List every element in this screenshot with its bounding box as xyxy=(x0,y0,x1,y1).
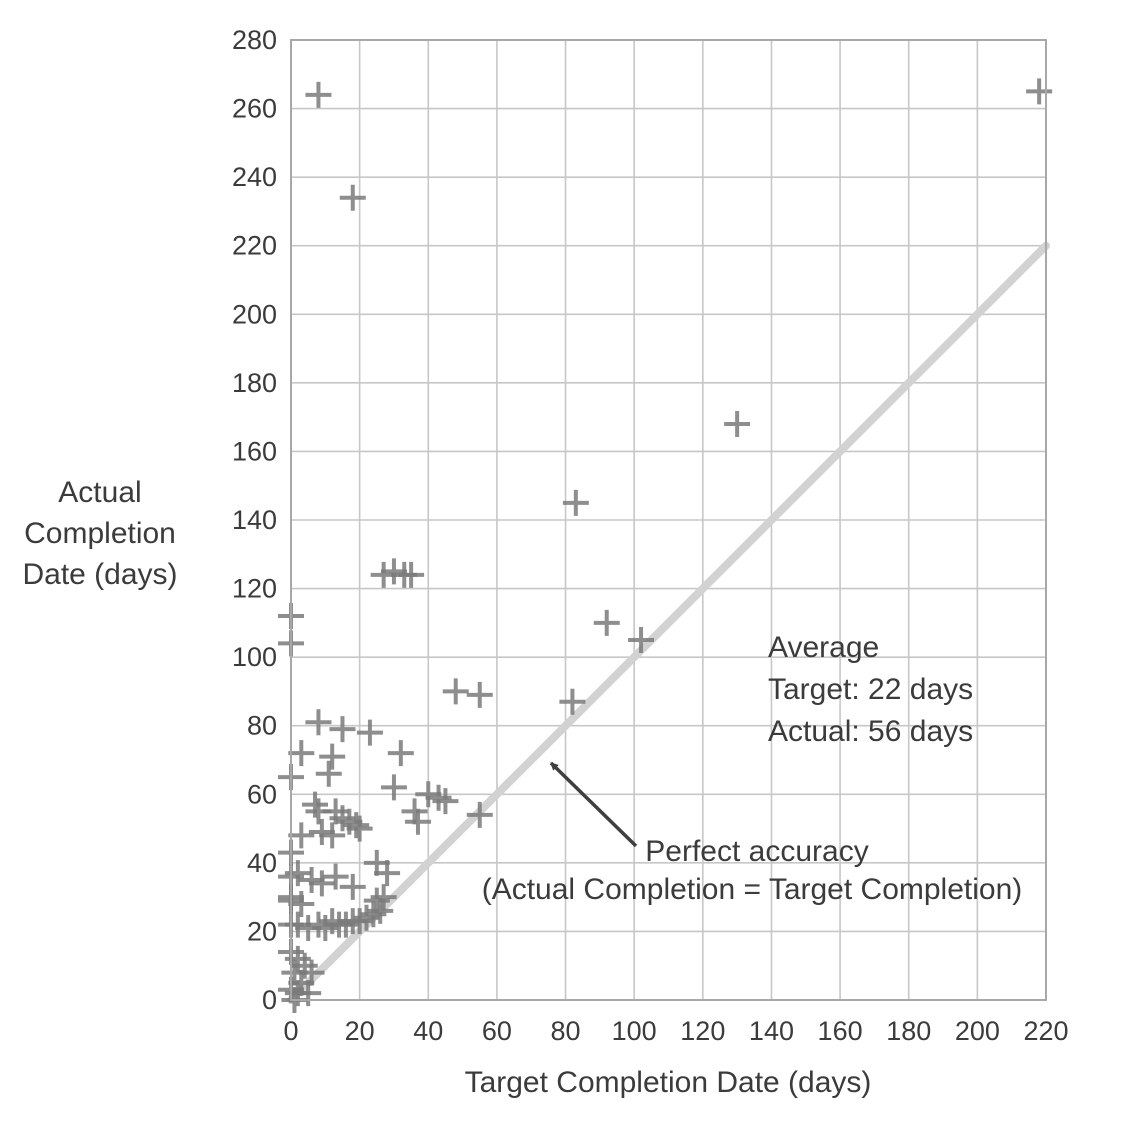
y-tick-label: 100 xyxy=(232,642,277,672)
data-point xyxy=(367,897,394,924)
annotation-average-line2: Target: 22 days xyxy=(768,673,973,706)
x-tick-label: 200 xyxy=(955,1016,1000,1046)
x-axis-title: Target Completion Date (days) xyxy=(465,1066,872,1099)
annotation-perfect-accuracy-line2: (Actual Completion = Target Completion) xyxy=(482,873,1023,906)
data-point xyxy=(288,891,315,917)
x-tick-label: 140 xyxy=(749,1016,794,1046)
data-point xyxy=(370,884,397,911)
data-point xyxy=(298,959,325,986)
x-tick-label: 20 xyxy=(345,1016,375,1046)
y-tick-label: 180 xyxy=(232,368,277,398)
y-tick-label: 240 xyxy=(232,162,277,192)
annotation-perfect-accuracy-line1: Perfect accuracy xyxy=(645,835,868,868)
y-tick-label: 140 xyxy=(232,505,277,535)
data-point xyxy=(593,609,620,636)
x-tick-label: 40 xyxy=(413,1016,443,1046)
plot-frame xyxy=(290,39,1047,1001)
y-tick-label: 280 xyxy=(232,25,277,55)
data-point xyxy=(346,815,373,842)
perfect-accuracy-line xyxy=(287,241,1050,1004)
y-tick-label: 80 xyxy=(247,711,277,741)
y-tick-label: 60 xyxy=(247,779,277,809)
data-point xyxy=(387,740,414,767)
data-point xyxy=(374,860,401,887)
data-point xyxy=(339,184,366,211)
y-tick-label: 260 xyxy=(232,94,277,124)
data-point xyxy=(466,681,493,708)
data-point xyxy=(559,688,586,715)
data-point xyxy=(284,945,311,972)
data-point xyxy=(404,808,431,835)
x-tick-label: 180 xyxy=(886,1016,931,1046)
data-point xyxy=(319,822,346,849)
y-tick-label: 160 xyxy=(232,436,277,466)
y-tick-label: 120 xyxy=(232,574,277,604)
data-point xyxy=(343,812,370,839)
x-tick-label: 160 xyxy=(818,1016,863,1046)
data-point xyxy=(315,760,342,787)
data-point xyxy=(562,489,589,516)
data-point xyxy=(305,709,332,736)
data-point xyxy=(442,678,469,705)
annotation-average-line1: Average xyxy=(768,631,879,664)
data-point xyxy=(628,627,655,653)
data-point xyxy=(398,561,425,588)
x-tick-label: 0 xyxy=(283,1016,298,1046)
data-point xyxy=(339,873,366,900)
y-axis-title-line2: Completion xyxy=(24,517,176,550)
x-tick-label: 80 xyxy=(551,1016,581,1046)
data-point xyxy=(329,716,356,743)
data-point xyxy=(295,980,322,1007)
data-point xyxy=(305,81,332,108)
y-tick-label: 40 xyxy=(247,848,277,878)
data-point xyxy=(288,740,315,767)
y-tick-label: 200 xyxy=(232,299,277,329)
data-point xyxy=(312,915,339,941)
data-point xyxy=(380,774,407,801)
data-point xyxy=(356,719,383,746)
y-tick-label: 220 xyxy=(232,231,277,261)
data-point xyxy=(466,801,493,828)
data-point xyxy=(724,411,751,437)
x-tick-label: 60 xyxy=(482,1016,512,1046)
x-tick-label: 220 xyxy=(1023,1016,1068,1046)
chart-layers: 0 20 40 60 80 100 120 140 160 180 200 220 240 260 280 0… xyxy=(232,25,1069,1046)
data-point xyxy=(322,863,349,890)
x-tick-label: 120 xyxy=(680,1016,725,1046)
data-point xyxy=(302,791,329,818)
y-tick-label: 20 xyxy=(247,916,277,946)
data-point xyxy=(284,860,311,887)
data-point xyxy=(1026,78,1053,105)
x-tick-label: 100 xyxy=(612,1016,657,1046)
data-point xyxy=(319,743,346,770)
y-axis-title-line1: Actual xyxy=(58,476,141,509)
y-axis-title-line3: Date (days) xyxy=(22,558,177,591)
data-point xyxy=(288,822,315,849)
annotation-average-line3: Actual: 56 days xyxy=(768,715,973,748)
y-tick-label: 0 xyxy=(262,985,277,1015)
data-point xyxy=(308,870,335,897)
data-point xyxy=(432,788,459,815)
annotation-arrow xyxy=(549,761,638,848)
